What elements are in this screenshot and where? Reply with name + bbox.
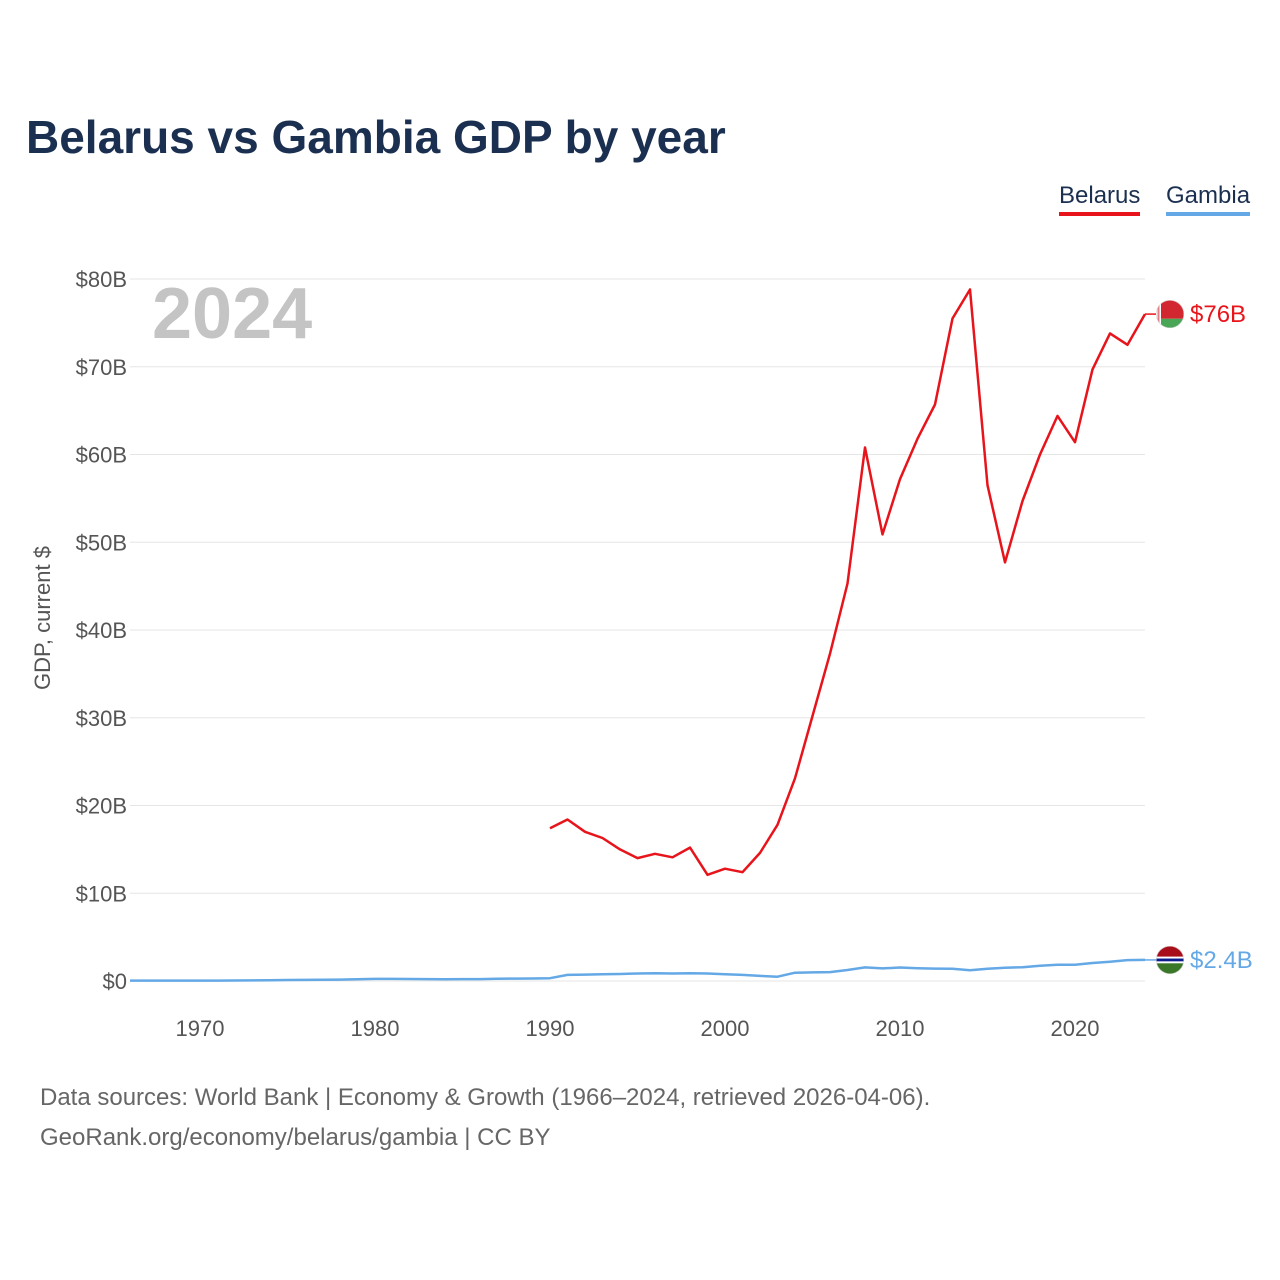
gambia-flag-icon [1156,945,1184,974]
x-tick-label: 2020 [1051,1016,1100,1041]
series-line-belarus[interactable] [549,288,1147,877]
end-value-label-belarus: $76B [1190,301,1246,328]
end-value-label-gambia: $2.4B [1190,947,1253,974]
x-tick-label: 2000 [701,1016,750,1041]
x-tick-label: 1970 [176,1016,225,1041]
x-tick-label: 2010 [876,1016,925,1041]
attribution-note: GeoRank.org/economy/belarus/gambia | CC … [40,1124,551,1151]
chart-title: Belarus vs Gambia GDP by year [26,111,726,163]
x-tick-label: 1980 [351,1016,400,1041]
y-tick-label: $30B [76,706,127,731]
y-tick-label: $50B [76,530,127,555]
y-tick-label: $0 [103,969,127,994]
year-watermark: 2024 [152,274,312,354]
y-tick-label: $10B [76,881,127,906]
x-tick-label: 1990 [526,1016,575,1041]
x-axis-ticks: 1970 1980 1990 2000 2010 2020 [176,1016,1100,1041]
y-tick-label: $20B [76,794,127,819]
y-tick-label: $80B [76,267,127,292]
legend-item-gambia[interactable]: Gambia [1166,182,1251,216]
belarus-flag-icon [1156,300,1184,329]
legend-item-belarus[interactable]: Belarus [1059,182,1141,216]
y-axis-label: GDP, current $ [30,546,55,690]
series-lines [130,288,1147,982]
y-tick-label: $60B [76,443,127,468]
data-source-note: Data sources: World Bank | Economy & Gro… [40,1084,931,1111]
y-axis-ticks: $0 $10B $20B $30B $40B $50B $60B $70B $80B [76,267,127,994]
y-tick-label: $70B [76,355,127,380]
grid-lines [130,278,1145,982]
y-tick-label: $40B [76,618,127,643]
series-end-markers: $76B $2.4B [1145,300,1253,974]
series-line-gambia[interactable] [130,958,1146,982]
